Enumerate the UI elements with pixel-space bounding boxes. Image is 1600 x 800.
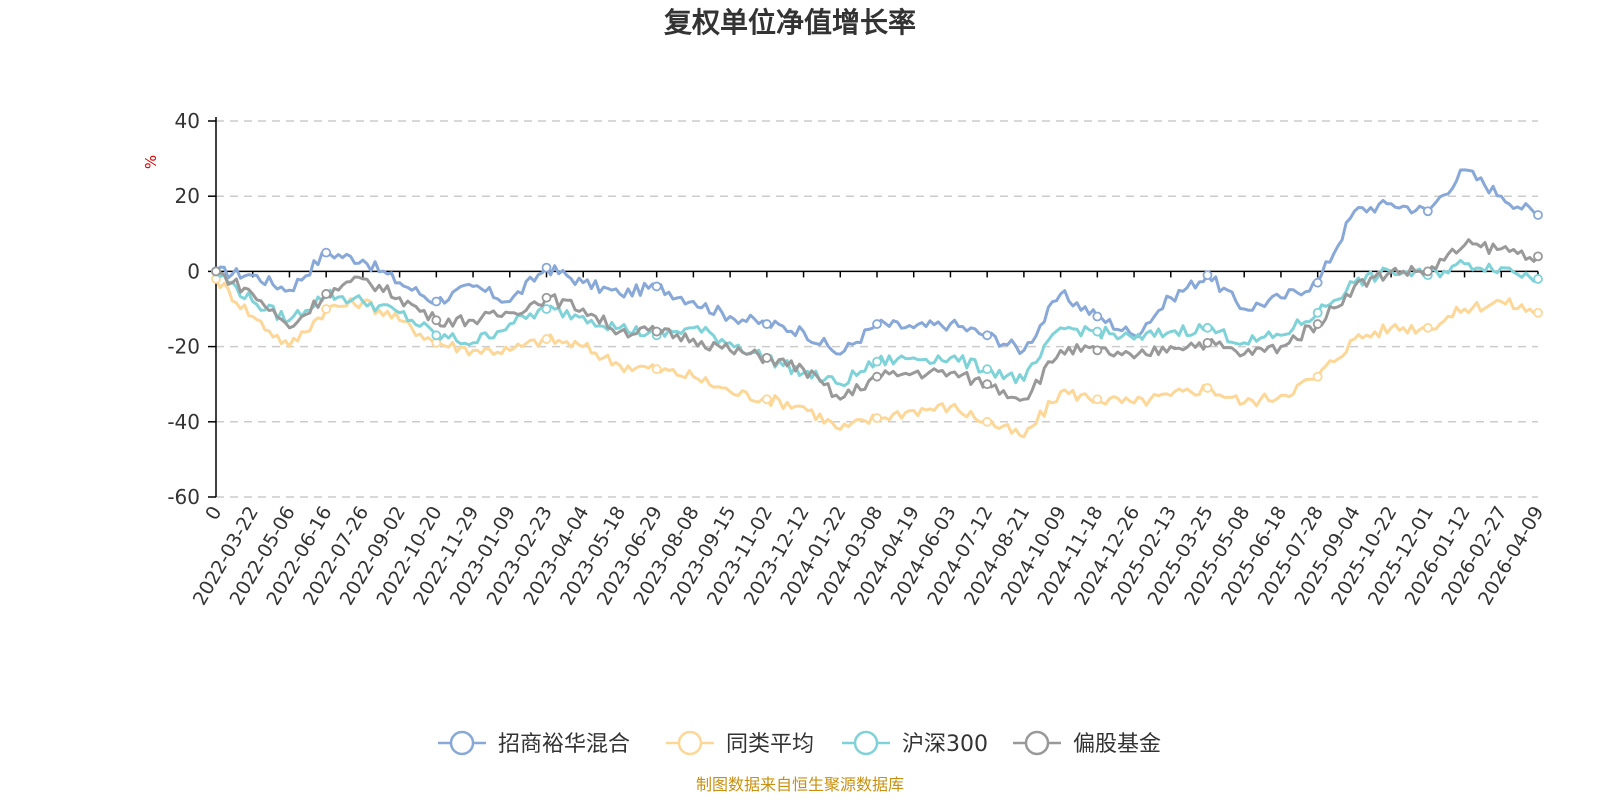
data-point (651, 364, 662, 375)
series-偏股基金 (211, 238, 1543, 402)
data-point (1202, 322, 1213, 333)
data-point (1202, 383, 1213, 393)
legend-marker (853, 730, 879, 756)
legend-label: 招商裕华混合 (498, 732, 630, 757)
data-point (872, 371, 882, 382)
data-point (1092, 345, 1103, 356)
data-point (1092, 326, 1103, 337)
data-point (541, 292, 552, 303)
legend-item[interactable]: 偏股基金 (1013, 730, 1161, 757)
y-tick-label: 20 (175, 184, 200, 208)
data-point (431, 315, 442, 326)
legend-item[interactable]: 招商裕华混合 (438, 730, 630, 757)
data-point (1533, 274, 1543, 284)
data-point (1422, 266, 1433, 277)
data-point (1312, 371, 1323, 382)
data-point (541, 304, 552, 314)
legend[interactable]: 招商裕华混合 同类平均 沪深300 偏股基金 (438, 730, 1161, 757)
series-同类平均 (211, 274, 1543, 439)
data-point (211, 266, 221, 277)
legend-label: 沪深300 (902, 732, 988, 757)
data-point (431, 330, 442, 341)
y-axis-unit: % (142, 155, 160, 169)
data-point (321, 304, 332, 314)
data-point (982, 364, 993, 375)
y-tick-label: -60 (167, 485, 200, 509)
data-point (1312, 277, 1323, 288)
data-point (651, 281, 662, 292)
data-point (1092, 394, 1103, 405)
y-tick-label: -40 (167, 410, 200, 434)
legend-label: 偏股基金 (1073, 732, 1161, 757)
legend-marker (449, 730, 475, 756)
legend-marker (677, 730, 703, 756)
data-point (541, 334, 552, 344)
legend-item[interactable]: 同类平均 (666, 730, 814, 757)
y-tick-label: 40 (175, 109, 200, 133)
data-point (982, 379, 993, 390)
data-point (1092, 311, 1103, 322)
y-axis: 40 20 0 -20 -40 -60 (167, 109, 217, 509)
data-point (872, 356, 882, 367)
data-point (1202, 337, 1213, 348)
data-point (761, 394, 772, 405)
data-point (982, 330, 993, 341)
y-tick-label: -20 (167, 335, 200, 359)
grid-layer (216, 120, 1538, 498)
series-招商裕华混合 (211, 168, 1543, 356)
data-point (1533, 307, 1543, 318)
data-point (1533, 251, 1543, 262)
data-point (431, 296, 442, 307)
legend-label: 同类平均 (726, 732, 814, 757)
data-point (1533, 210, 1543, 220)
series-layer (211, 168, 1543, 439)
data-point (982, 416, 993, 427)
data-point (321, 289, 332, 299)
data-point (321, 247, 332, 258)
data-point (1422, 206, 1433, 217)
data-point (1202, 270, 1213, 281)
data-point (872, 319, 882, 329)
data-point (761, 352, 772, 363)
legend-item[interactable]: 沪深300 (842, 730, 988, 757)
x-axis: 02022-03-222022-05-062022-06-162022-07-2… (189, 270, 1548, 609)
legend-marker (1024, 730, 1050, 756)
data-point (761, 319, 772, 329)
chart-title: 复权单位净值增长率 (664, 6, 916, 39)
data-point (1312, 319, 1323, 329)
data-point (541, 262, 552, 273)
x-tick-label: 0 (201, 503, 226, 524)
data-point (1312, 307, 1323, 318)
data-point (872, 413, 882, 423)
y-tick-label: 0 (187, 259, 200, 283)
data-point (1422, 322, 1433, 333)
source-note: 制图数据来自恒生聚源数据库 (696, 775, 904, 794)
data-point (651, 326, 662, 337)
